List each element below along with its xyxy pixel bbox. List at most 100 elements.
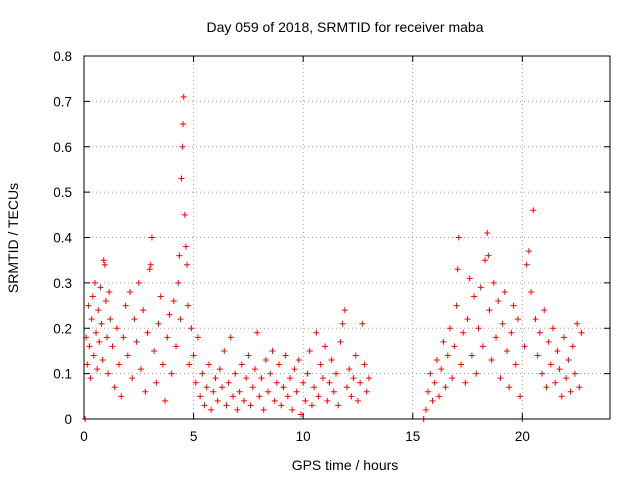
- data-point: [179, 143, 186, 150]
- x-axis-label: GPS time / hours: [292, 457, 399, 473]
- data-point: [282, 352, 289, 359]
- data-point: [147, 261, 154, 268]
- data-point: [354, 397, 361, 404]
- data-point: [517, 393, 524, 400]
- data-point: [216, 366, 223, 373]
- chart-title: Day 059 of 2018, SRMTID for receiver mab…: [206, 19, 483, 35]
- data-point: [124, 352, 131, 359]
- data-point: [148, 234, 155, 241]
- data-point: [440, 338, 447, 345]
- data-point: [131, 316, 138, 323]
- data-point: [86, 343, 93, 350]
- data-point: [201, 402, 208, 409]
- data-point: [140, 307, 147, 314]
- data-point: [89, 293, 96, 300]
- data-point: [308, 402, 315, 409]
- data-point: [322, 343, 329, 350]
- data-point: [357, 379, 364, 386]
- data-point: [104, 334, 111, 341]
- data-point: [501, 288, 508, 295]
- data-point: [144, 329, 151, 336]
- data-point: [194, 334, 201, 341]
- data-point: [361, 361, 368, 368]
- data-point: [473, 370, 480, 377]
- data-point: [223, 402, 230, 409]
- x-tick-labels: 0 5 10 15 20: [80, 429, 530, 444]
- data-point: [359, 320, 366, 327]
- y-tick-label: 0.1: [53, 367, 72, 382]
- data-point: [249, 384, 256, 391]
- data-point: [101, 261, 108, 268]
- data-point: [232, 370, 239, 377]
- data-point: [330, 388, 337, 395]
- y-tick-label: 0.8: [53, 49, 72, 64]
- data-point: [247, 402, 254, 409]
- data-point: [454, 266, 461, 273]
- data-point: [576, 384, 583, 391]
- data-point: [157, 293, 164, 300]
- data-point: [210, 388, 217, 395]
- data-point: [506, 384, 513, 391]
- data-point: [105, 370, 112, 377]
- data-point: [265, 388, 272, 395]
- data-point: [107, 316, 114, 323]
- data-point: [182, 243, 189, 250]
- data-point: [578, 329, 585, 336]
- data-point: [455, 234, 462, 241]
- data-point: [190, 352, 197, 359]
- data-point: [475, 325, 482, 332]
- data-point: [532, 316, 539, 323]
- data-point: [243, 375, 250, 382]
- data-point: [525, 248, 532, 255]
- data-point: [111, 384, 118, 391]
- x-tick-label: 5: [190, 429, 198, 444]
- data-point: [186, 361, 193, 368]
- data-point: [251, 366, 258, 373]
- data-point: [453, 302, 460, 309]
- data-point: [574, 320, 581, 327]
- data-point: [208, 406, 215, 413]
- data-point: [431, 379, 438, 386]
- data-point: [240, 397, 247, 404]
- data-point: [365, 375, 372, 382]
- data-point: [236, 388, 243, 395]
- data-point: [284, 393, 291, 400]
- data-point: [485, 252, 492, 259]
- data-point: [569, 343, 576, 350]
- data-point: [151, 347, 158, 354]
- data-point: [188, 325, 195, 332]
- data-point: [142, 388, 149, 395]
- data-point: [271, 397, 278, 404]
- data-point: [530, 207, 537, 214]
- y-axis-label: SRMTID / TECUs: [5, 183, 21, 293]
- data-point: [102, 298, 109, 305]
- x-tick-label: 15: [405, 429, 420, 444]
- data-point: [162, 397, 169, 404]
- data-point: [563, 375, 570, 382]
- data-point: [541, 307, 548, 314]
- data-point: [88, 316, 95, 323]
- data-point: [554, 347, 561, 354]
- data-point: [184, 261, 191, 268]
- data-point: [287, 375, 294, 382]
- data-point: [534, 352, 541, 359]
- data-point: [238, 361, 245, 368]
- data-point: [212, 375, 219, 382]
- data-point: [166, 311, 173, 318]
- data-point: [262, 357, 269, 364]
- data-point: [486, 307, 493, 314]
- data-point: [153, 379, 160, 386]
- data-point: [106, 288, 113, 295]
- y-tick-label: 0.4: [53, 231, 72, 246]
- data-point: [333, 370, 340, 377]
- data-point: [490, 279, 497, 286]
- data-point: [315, 393, 322, 400]
- data-point: [539, 370, 546, 377]
- data-point: [468, 352, 475, 359]
- data-point: [289, 406, 296, 413]
- data-point: [96, 338, 103, 345]
- data-point: [133, 338, 140, 345]
- x-tick-label: 0: [80, 429, 88, 444]
- data-point: [219, 384, 226, 391]
